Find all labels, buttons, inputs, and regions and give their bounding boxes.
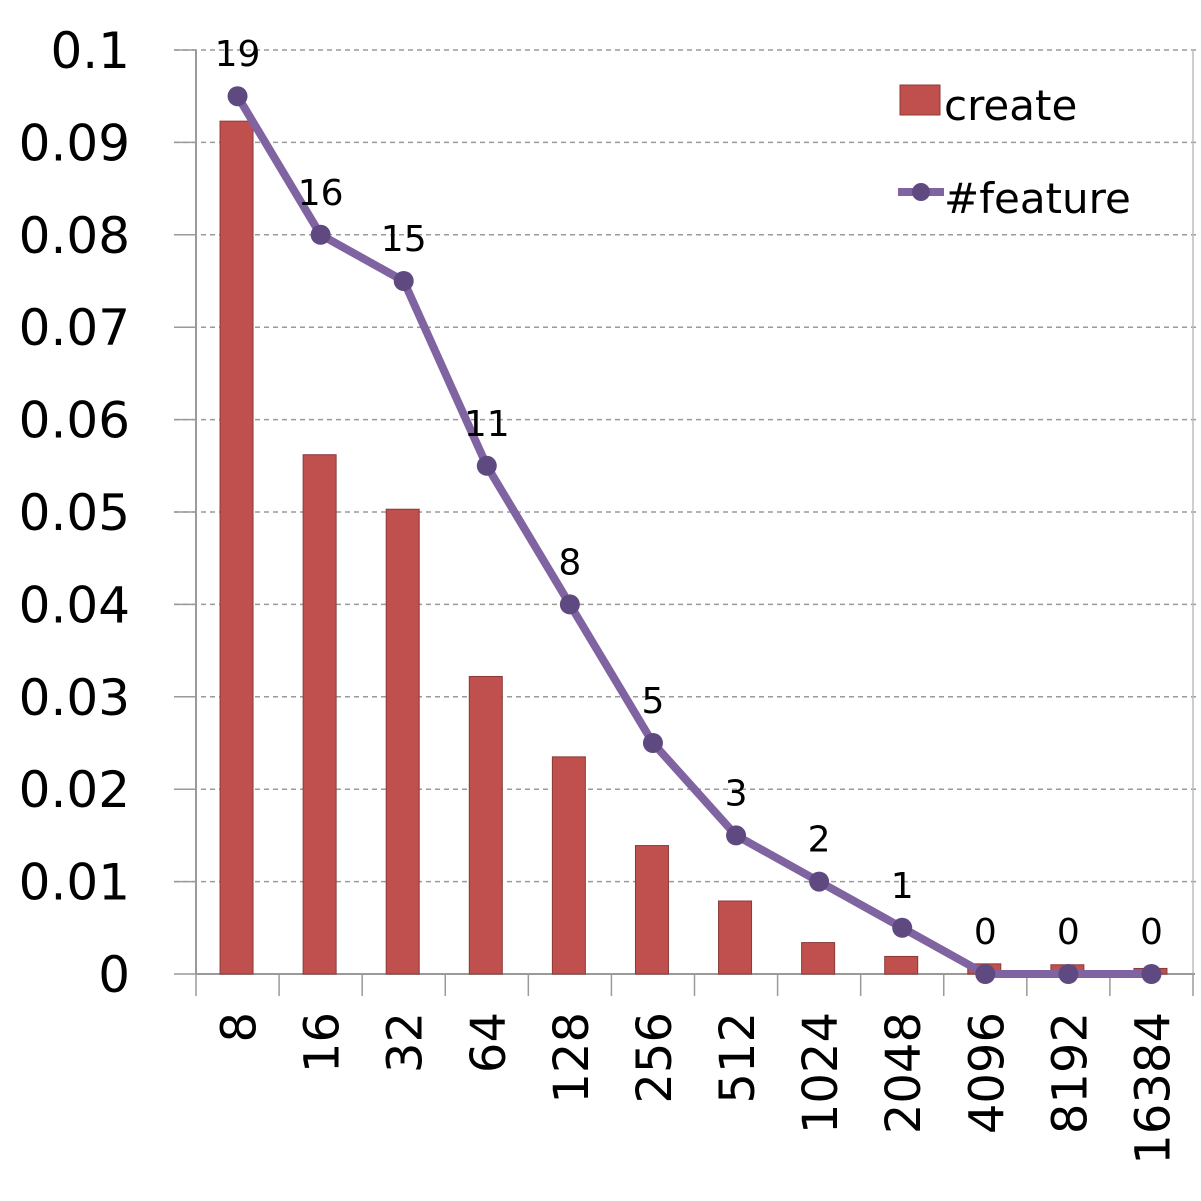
bar-create-512 (718, 900, 753, 975)
feature-point-16384 (1141, 964, 1162, 984)
feature-data-label: 16 (298, 173, 344, 214)
y-tick-label: 0.07 (19, 299, 130, 357)
feature-data-label: 5 (642, 681, 665, 722)
bar-create-32 (385, 508, 420, 975)
feature-data-label: 2 (808, 820, 831, 861)
feature-data-label: 3 (725, 773, 748, 814)
feature-point-1024 (809, 871, 830, 892)
x-tick-label: 1024 (793, 1012, 849, 1134)
feature-data-label: 8 (558, 542, 581, 583)
bar-create-8 (219, 120, 254, 975)
bar-create-64 (468, 675, 503, 975)
axis-layer: 0 0.01 0.02 0.03 0.04 0.05 0.06 0.07 0.08 0.09 0.1… (19, 22, 1195, 1165)
x-tick-label: 2048 (876, 1012, 932, 1134)
x-tick-label: 4096 (959, 1012, 1015, 1134)
y-tick-label: 0.01 (19, 854, 130, 912)
feature-data-label: 0 (974, 912, 997, 953)
y-tick-label: 0.09 (19, 114, 130, 172)
label-layer: 19 16 15 11 8 5 3 2 1 0 0 0 (215, 34, 1163, 953)
x-tick-label: 8192 (1042, 1012, 1098, 1134)
bar-create-128 (551, 756, 586, 975)
line-layer (227, 86, 1162, 984)
feature-line (233, 92, 1156, 978)
feature-data-label: 19 (215, 34, 261, 75)
feature-point-32 (393, 271, 414, 291)
feature-data-label: 0 (1057, 912, 1080, 953)
feature-point-4096 (975, 964, 996, 984)
feature-point-128 (559, 594, 580, 615)
bar-create-256 (634, 845, 669, 975)
y-tick-label: 0.08 (19, 207, 130, 265)
y-tick-label: 0.02 (19, 761, 130, 819)
feature-point-8192 (1058, 964, 1079, 984)
feature-data-label: 11 (464, 404, 510, 445)
bar-layer (219, 120, 1168, 975)
feature-data-label: 1 (891, 866, 914, 907)
legend-feature-marker (912, 183, 930, 201)
y-tick-label: 0.1 (50, 22, 130, 80)
feature-point-16 (310, 224, 331, 245)
feature-point-256 (642, 733, 663, 753)
legend-feature-label: #feature (944, 174, 1131, 223)
legend-create-swatch (899, 84, 941, 116)
bar-create-1024 (801, 942, 836, 975)
x-tick-label: 8 (212, 1012, 268, 1043)
feature-data-label: 15 (381, 219, 427, 260)
feature-data-label: 0 (1140, 912, 1163, 953)
y-tick-label: 0.05 (19, 484, 130, 542)
x-tick-label: 16384 (1125, 1012, 1181, 1165)
y-tick-label: 0.06 (19, 392, 130, 450)
y-tick-label: 0.04 (19, 576, 130, 634)
x-tick-label: 32 (378, 1012, 434, 1073)
x-tick-label: 128 (544, 1012, 600, 1104)
y-tick-label: 0.03 (19, 669, 130, 727)
legend: create #feature (898, 81, 1131, 223)
feature-point-512 (726, 825, 747, 846)
feature-point-8 (227, 86, 248, 107)
x-tick-label: 256 (627, 1012, 683, 1104)
feature-point-2048 (892, 917, 913, 938)
bar-create-2048 (884, 955, 919, 975)
legend-create-label: create (944, 81, 1077, 130)
x-tick-label: 64 (461, 1012, 517, 1073)
y-tick-label: 0 (98, 946, 130, 1004)
feature-point-64 (476, 455, 497, 476)
x-tick-label: 512 (710, 1012, 766, 1104)
x-tick-label: 16 (295, 1012, 351, 1073)
bar-create-16 (302, 454, 337, 975)
